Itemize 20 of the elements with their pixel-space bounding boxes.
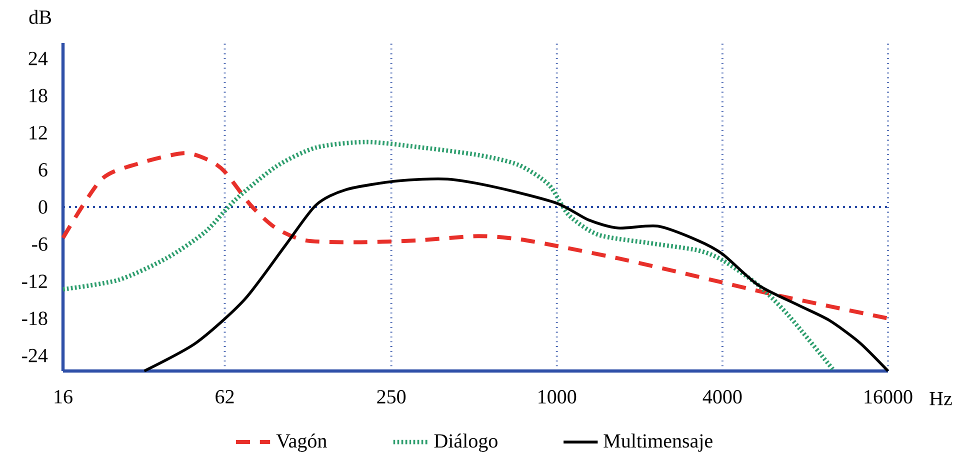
y-tick-label: 12 — [30, 126, 47, 140]
x-axis-title: Hz — [930, 392, 952, 406]
x-tick-label: 4000 — [702, 390, 742, 404]
y-tick-label: -6 — [32, 237, 48, 251]
y-tick-label: -18 — [22, 312, 48, 326]
legend-label: Vagón — [276, 434, 327, 452]
x-tick-label: 62 — [216, 390, 234, 404]
y-tick-label: 24 — [28, 52, 48, 66]
x-tick-label: 16000 — [864, 390, 912, 404]
legend-label: Multimensaje — [604, 434, 712, 452]
y-tick-label: 0 — [38, 200, 48, 214]
x-tick-label: 250 — [377, 390, 406, 404]
legend-label: Diálogo — [434, 434, 498, 452]
y-axis-title: dB — [29, 10, 51, 24]
y-tick-label: 18 — [30, 88, 48, 102]
y-tick-label: 6 — [38, 163, 48, 177]
y-tick-label: -24 — [22, 348, 48, 362]
x-tick-label: 1000 — [538, 390, 576, 404]
x-tick-label: 16 — [54, 390, 72, 404]
y-tick-label: -12 — [22, 274, 47, 288]
